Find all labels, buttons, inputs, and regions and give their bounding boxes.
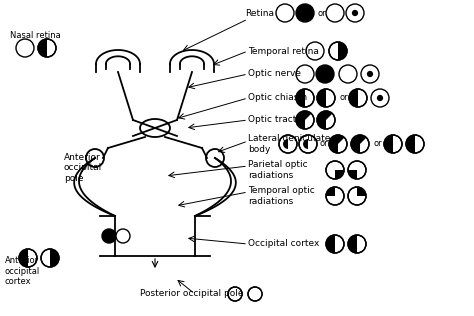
Text: or: or — [318, 75, 327, 83]
Circle shape — [296, 4, 314, 22]
Circle shape — [384, 135, 402, 153]
Circle shape — [316, 65, 334, 83]
Wedge shape — [351, 135, 366, 153]
Ellipse shape — [140, 119, 170, 137]
Wedge shape — [335, 170, 344, 179]
Circle shape — [377, 95, 383, 101]
Text: Nasal retina: Nasal retina — [10, 32, 61, 40]
Text: or: or — [318, 9, 327, 17]
Wedge shape — [317, 111, 332, 129]
Text: Parietal optic
radiations: Parietal optic radiations — [248, 160, 308, 180]
Text: Temporal retina: Temporal retina — [248, 46, 319, 56]
Circle shape — [351, 135, 369, 153]
Text: Optic nerve: Optic nerve — [248, 70, 301, 78]
Circle shape — [296, 65, 314, 83]
Wedge shape — [329, 135, 345, 153]
Circle shape — [116, 229, 130, 243]
Text: Lateral geniculate
body: Lateral geniculate body — [248, 134, 330, 154]
Wedge shape — [384, 135, 393, 153]
Circle shape — [367, 71, 373, 77]
Wedge shape — [349, 89, 358, 107]
Circle shape — [41, 249, 59, 267]
Circle shape — [346, 4, 364, 22]
Circle shape — [317, 111, 335, 129]
Circle shape — [317, 89, 335, 107]
Circle shape — [38, 39, 56, 57]
Circle shape — [326, 161, 344, 179]
Wedge shape — [296, 111, 311, 129]
Circle shape — [86, 149, 104, 167]
Text: or: or — [320, 139, 328, 149]
Circle shape — [228, 287, 242, 301]
Wedge shape — [348, 170, 357, 179]
Wedge shape — [317, 89, 326, 107]
Wedge shape — [348, 235, 357, 253]
Text: Optic tract: Optic tract — [248, 116, 296, 125]
Text: Anterior
occipital
pole: Anterior occipital pole — [64, 153, 102, 183]
Circle shape — [348, 235, 366, 253]
Text: or: or — [374, 139, 383, 149]
Circle shape — [326, 235, 344, 253]
Wedge shape — [326, 187, 335, 196]
Circle shape — [306, 42, 324, 60]
Circle shape — [296, 111, 314, 129]
Text: Occipital cortex: Occipital cortex — [248, 240, 319, 248]
Circle shape — [251, 289, 262, 299]
Circle shape — [349, 89, 367, 107]
Wedge shape — [303, 139, 308, 149]
Text: Optic chiasm: Optic chiasm — [248, 94, 307, 102]
Circle shape — [329, 135, 347, 153]
Text: Retina: Retina — [245, 9, 274, 17]
Circle shape — [16, 39, 34, 57]
Wedge shape — [50, 249, 59, 267]
Circle shape — [19, 249, 37, 267]
Wedge shape — [296, 89, 305, 107]
Circle shape — [326, 4, 344, 22]
Circle shape — [348, 161, 366, 179]
Circle shape — [296, 89, 314, 107]
Circle shape — [206, 149, 224, 167]
Wedge shape — [283, 139, 288, 149]
Circle shape — [102, 229, 116, 243]
Circle shape — [339, 65, 357, 83]
Circle shape — [279, 135, 297, 153]
Circle shape — [352, 10, 358, 16]
Circle shape — [361, 65, 379, 83]
Text: or: or — [340, 94, 348, 102]
Wedge shape — [357, 187, 366, 196]
Circle shape — [348, 187, 366, 205]
Wedge shape — [326, 235, 335, 253]
Circle shape — [406, 135, 424, 153]
Circle shape — [326, 187, 344, 205]
Circle shape — [329, 42, 347, 60]
Wedge shape — [38, 39, 47, 57]
Wedge shape — [406, 135, 415, 153]
Circle shape — [299, 135, 317, 153]
Circle shape — [371, 89, 389, 107]
Wedge shape — [19, 249, 28, 267]
Circle shape — [231, 289, 242, 299]
Wedge shape — [338, 42, 347, 60]
Text: Posterior occipital pole: Posterior occipital pole — [140, 289, 244, 299]
Circle shape — [248, 287, 262, 301]
Circle shape — [276, 4, 294, 22]
Text: Temporal optic
radiations: Temporal optic radiations — [248, 186, 315, 206]
Text: Anterior
occipital
cortex: Anterior occipital cortex — [5, 256, 40, 286]
